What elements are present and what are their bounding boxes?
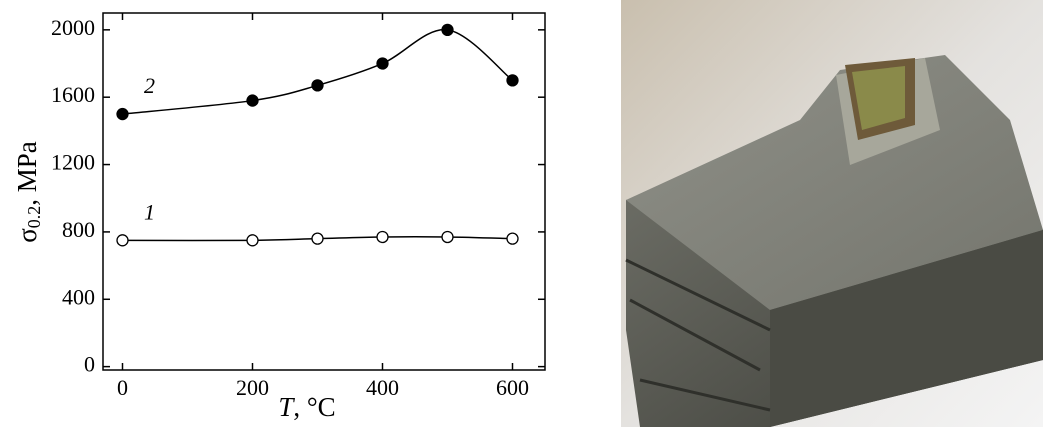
y-label-unit: , MPa <box>12 141 42 206</box>
plot-frame <box>103 13 545 370</box>
y-label-symbol: σ <box>12 228 42 243</box>
x-tick-label: 400 <box>366 375 399 400</box>
y-tick-label: 1600 <box>51 82 95 107</box>
x-tick-label: 600 <box>496 375 529 400</box>
y-tick-label: 1200 <box>51 150 95 175</box>
data-point <box>507 233 518 244</box>
data-point <box>442 24 453 35</box>
x-tick-label: 0 <box>117 375 128 400</box>
y-tick-label: 2000 <box>51 15 95 40</box>
data-point <box>377 231 388 242</box>
data-point <box>247 235 258 246</box>
y-tick-label: 400 <box>62 284 95 309</box>
data-point <box>312 233 323 244</box>
y-label-subscript: 0.2 <box>24 206 44 229</box>
data-point <box>117 109 128 120</box>
series-label: 2 <box>144 73 155 98</box>
data-point <box>247 95 258 106</box>
data-point <box>507 75 518 86</box>
y-axis-label: σ0.2, MPa <box>12 141 44 243</box>
data-point <box>442 231 453 242</box>
y-tick-label: 800 <box>62 217 95 242</box>
figure: T, °C σ0.2, MPa 040080012001600200002004… <box>0 0 1049 427</box>
data-point <box>377 58 388 69</box>
x-label-unit: , °C <box>293 392 335 422</box>
photo <box>621 0 1043 427</box>
x-tick-label: 200 <box>236 375 269 400</box>
y-tick-label: 0 <box>84 352 95 377</box>
series-label: 1 <box>144 199 155 224</box>
x-axis-label: T, °C <box>278 392 335 422</box>
data-point <box>312 80 323 91</box>
series-line <box>123 30 513 114</box>
data-point <box>117 235 128 246</box>
